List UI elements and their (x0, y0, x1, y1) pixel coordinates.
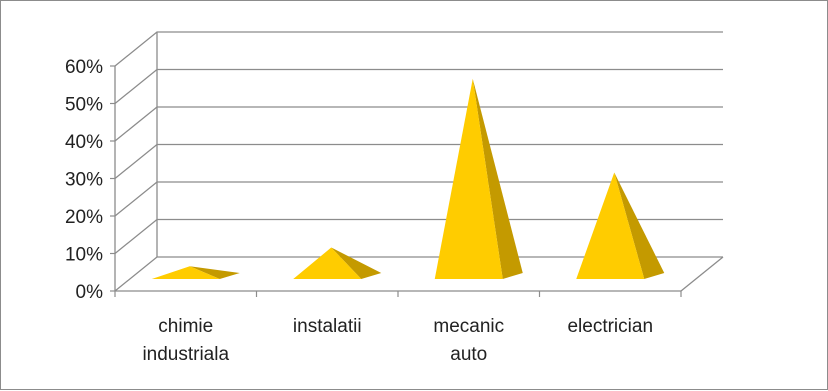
y-tick-label: 0% (76, 282, 104, 303)
pyramid-face-1 (293, 247, 362, 279)
bars (151, 78, 665, 279)
pyramid-bar-1 (293, 247, 382, 279)
pyramid-bar-0 (151, 266, 240, 279)
x-category-label-1: instalatii (293, 316, 362, 337)
x-category-label-3: electrician (567, 316, 653, 337)
gridline-60 (114, 31, 723, 67)
pyramid-face-0 (151, 266, 220, 279)
axes (110, 32, 724, 297)
floor-right-edge (680, 256, 724, 292)
y-tick-label: 40% (65, 132, 103, 153)
y-tick-label: 20% (65, 207, 103, 228)
y-tick-label: 60% (65, 57, 103, 78)
pyramid-bar-2 (434, 78, 523, 279)
pyramid-side-1 (331, 247, 382, 279)
pyramid-face-2 (434, 78, 503, 279)
x-category-label-2: mecanic auto (433, 316, 504, 365)
pyramid-side-3 (614, 172, 665, 279)
labels: 0% 10% 20% 30% 40% 50% 60% chimie industriala ins… (65, 57, 653, 365)
gridline-50 (114, 68, 723, 105)
gridline-40 (114, 106, 723, 142)
x-category-label-0: chimie industriala (142, 316, 229, 365)
pyramid-side-0 (189, 266, 240, 279)
pyramid-side-2 (472, 78, 523, 279)
pyramid-face-3 (576, 172, 645, 279)
y-tick-label: 50% (65, 95, 103, 116)
y-tick-label: 10% (65, 245, 103, 266)
pyramid-bar-3 (576, 172, 665, 279)
gridline-30 (114, 143, 723, 180)
y-tick-label: 30% (65, 170, 103, 191)
